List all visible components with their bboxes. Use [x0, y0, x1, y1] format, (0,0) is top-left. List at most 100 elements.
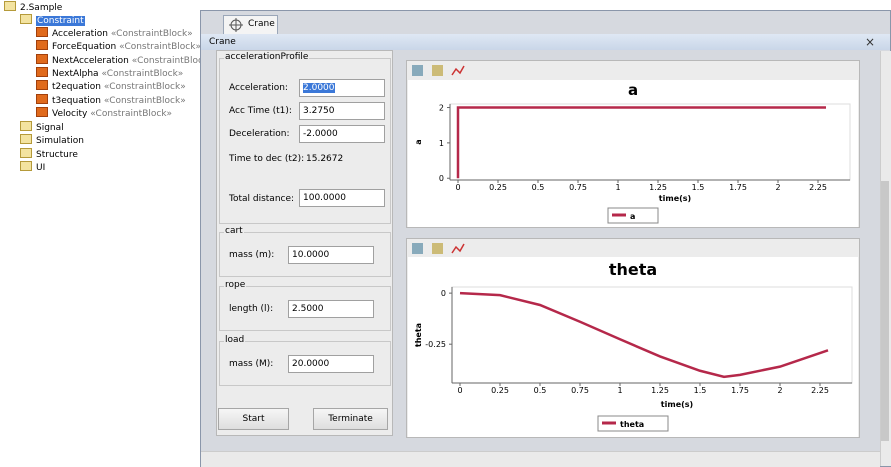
data-line [459, 291, 829, 379]
x-tick-label: 1.25 [649, 183, 667, 192]
tree-label: ForceEquation [52, 42, 117, 53]
tree-icon [36, 53, 48, 64]
tree-item[interactable]: Structure [20, 147, 78, 161]
tree-item[interactable]: Velocity «ConstraintBlock» [36, 106, 172, 120]
tree-item[interactable]: Signal [20, 121, 64, 134]
x-tick-label: 1 [615, 183, 620, 192]
toolbar-icon[interactable] [412, 65, 423, 76]
input[interactable]: 2.5000 [288, 300, 374, 318]
tree-stereotype: «ConstraintBlock» [103, 82, 186, 93]
x-tick-label: 2 [777, 386, 782, 395]
x-tick-label: 0.25 [491, 386, 509, 395]
tree-icon [20, 160, 32, 171]
tree-icon [4, 1, 16, 11]
input[interactable]: 20.0000 [288, 355, 374, 373]
field-label: Deceleration: [229, 129, 290, 139]
tree-icon [20, 147, 32, 158]
h-scrollbar[interactable] [201, 451, 880, 467]
data-line [456, 106, 826, 179]
field-label: Time to dec (t2): [229, 154, 305, 164]
chart: a 0 1 2 0 0.25 0.5 0.75 1 1.25 1.5 1.75 2 2.25 time(s)… [408, 80, 858, 227]
x-tick-label: 1.5 [692, 183, 705, 192]
tree-label: Signal [36, 123, 64, 133]
tree-item[interactable]: NextAlpha «ConstraintBlock» [36, 66, 184, 80]
input[interactable]: 3.2750 [299, 102, 385, 120]
tree-item[interactable]: UI [20, 160, 46, 174]
plot-background [408, 257, 858, 437]
field-label: Total distance: [229, 194, 295, 204]
window-title: Crane [201, 34, 890, 50]
group: rope length (l): 2.5000 [219, 280, 391, 331]
y-tick-label: 0 [441, 289, 446, 298]
group: load mass (M): 20.0000 [219, 335, 391, 386]
x-tick-label: 0.25 [489, 183, 507, 192]
tree-icon [20, 14, 32, 24]
tree-icon [36, 106, 48, 117]
field-label: Acceleration: [229, 83, 288, 93]
tree-stereotype: «ConstraintBlock» [101, 68, 184, 79]
x-tick-label: 0 [455, 183, 460, 192]
tree-item[interactable]: NextAcceleration «ConstraintBlock» [36, 53, 214, 67]
tree-label: t3equation [52, 95, 101, 106]
tree-icon [36, 93, 48, 104]
x-tick-label: 0 [457, 386, 462, 395]
group: accelerationProfile Acceleration: 2.0000… [219, 52, 391, 224]
field-label: Acc Time (t1): [229, 106, 292, 116]
input[interactable]: -2.0000 [299, 125, 385, 143]
x-tick-label: 0.5 [532, 183, 545, 192]
tree-item[interactable]: t3equation «ConstraintBlock» [36, 93, 186, 107]
tree-item[interactable]: t2equation «ConstraintBlock» [36, 80, 186, 93]
legend-label: a [630, 212, 635, 221]
tree-icon [20, 121, 32, 131]
group-title: accelerationProfile [224, 52, 310, 62]
tree-item[interactable]: 2.Sample [4, 1, 62, 14]
x-tick-label: 2.25 [811, 386, 829, 395]
group-title: rope [224, 280, 247, 290]
toolbar-icon[interactable] [451, 65, 465, 76]
x-axis-label: time(s) [661, 400, 693, 409]
tree-stereotype: «ConstraintBlock» [131, 55, 214, 66]
group-title: cart [224, 226, 244, 236]
tree-stereotype: «ConstraintBlock» [119, 42, 201, 53]
tree-item[interactable]: ForceEquation «ConstraintBlock» [36, 40, 201, 53]
tree: 2.Sample Constraint Acceleration «Constrai… [0, 0, 214, 180]
tree-icon [36, 40, 48, 51]
y-axis-label: theta [414, 323, 423, 347]
input-value: 2.0000 [303, 83, 335, 93]
input[interactable]: 10.0000 [288, 246, 374, 264]
chart-title: theta [609, 260, 657, 279]
legend-label: theta [620, 420, 644, 429]
toolbar-icon[interactable] [432, 65, 443, 76]
scroll-thumb[interactable] [881, 181, 889, 441]
tree-label: 2.Sample [20, 3, 63, 13]
input[interactable]: 2.0000 [299, 79, 385, 97]
close-button[interactable]: × [865, 35, 876, 49]
tree-label: UI [36, 162, 46, 173]
toolbar-icon[interactable] [412, 243, 423, 254]
backdrop [240, 5, 420, 11]
tree-item[interactable]: Constraint [20, 14, 85, 27]
tree-stereotype: «ConstraintBlock» [103, 95, 186, 106]
y-tick-label: -0.25 [425, 340, 446, 349]
toolbar-icon[interactable] [432, 243, 443, 254]
tree-item[interactable]: Acceleration «ConstraintBlock» [36, 27, 193, 40]
field-label: mass (M): [229, 359, 274, 369]
input[interactable]: 100.0000 [299, 189, 385, 207]
terminate-button[interactable]: Terminate [313, 408, 388, 430]
tree-icon [36, 27, 48, 37]
legend-box [597, 415, 669, 432]
toolbar-icon[interactable] [451, 243, 465, 254]
tree-icon [36, 80, 48, 91]
tree-icon [36, 66, 48, 77]
x-tick-label: 1.75 [729, 183, 747, 192]
start-button[interactable]: Start [218, 408, 289, 430]
tree-item[interactable]: Simulation [20, 134, 84, 147]
legend-box [607, 207, 659, 224]
y-tick-label: 0 [439, 174, 444, 183]
x-tick-label: 1.5 [694, 386, 707, 395]
tree-label: Velocity [52, 108, 88, 119]
x-tick-label: 0.75 [571, 386, 589, 395]
group: cart mass (m): 10.0000 [219, 226, 391, 277]
